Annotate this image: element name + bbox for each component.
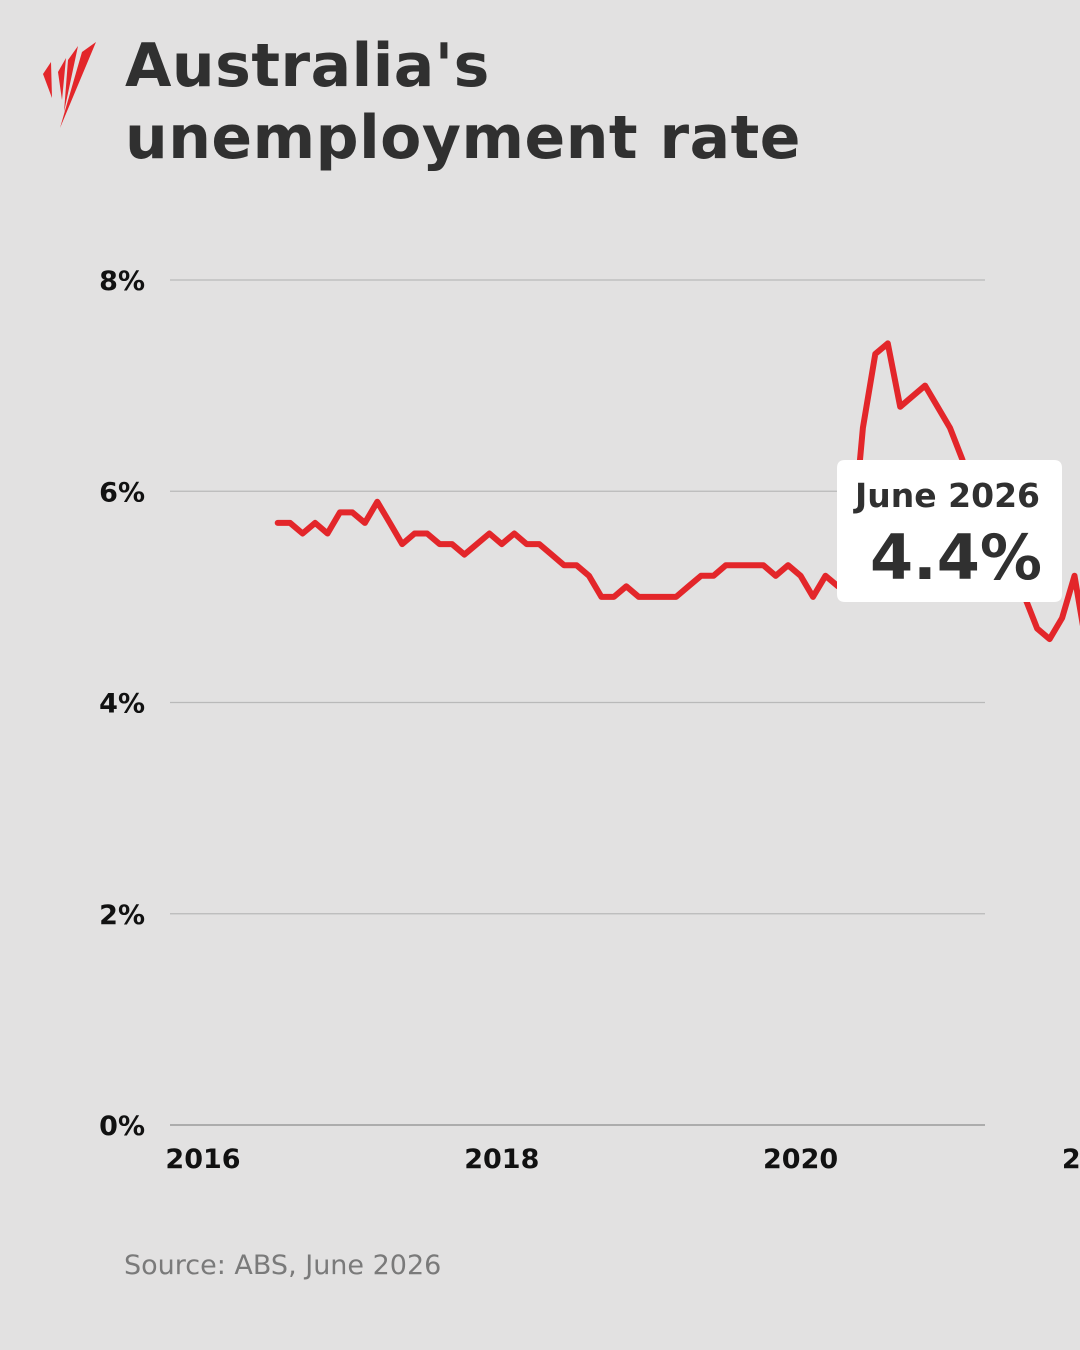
- callout-value-label: 4.4%: [870, 521, 1042, 594]
- data-point-2017-05: [399, 541, 405, 547]
- y-tick-label: 4%: [99, 689, 145, 720]
- data-point-2016-08: [287, 520, 293, 526]
- data-point-2019-04: [686, 583, 692, 589]
- data-point-2021-10: [1059, 615, 1065, 621]
- data-point-2020-10: [910, 393, 916, 399]
- data-point-2020-06: [860, 425, 866, 431]
- data-point-2018-08: [586, 573, 592, 579]
- data-point-2017-09: [449, 541, 455, 547]
- x-axis: 201620182020202220242026: [165, 1144, 1080, 1175]
- data-point-2020-08: [885, 340, 891, 346]
- y-axis: 0% 2% 4% 6% 8%: [99, 266, 145, 1142]
- data-point-2021-11: [1072, 573, 1078, 579]
- data-point-2018-11: [623, 583, 629, 589]
- x-tick-label: 2022: [1062, 1144, 1080, 1175]
- data-point-2018-12: [636, 594, 642, 600]
- callout-box: [837, 460, 1080, 602]
- data-point-2020-11: [922, 383, 928, 389]
- data-point-2020-07: [872, 351, 878, 357]
- y-tick-label: 6%: [99, 477, 145, 508]
- data-point-2020-09: [897, 404, 903, 410]
- title-line-2: unemployment rate: [125, 103, 801, 173]
- data-point-2019-11: [773, 573, 779, 579]
- data-point-2018-10: [611, 594, 617, 600]
- latest-value-callout: June 2026 4.4%: [837, 460, 1080, 602]
- data-point-2017-06: [412, 531, 418, 537]
- data-point-2016-12: [337, 509, 343, 515]
- data-point-2017-10: [461, 552, 467, 558]
- data-point-2019-02: [661, 594, 667, 600]
- data-point-2017-04: [387, 520, 393, 526]
- data-point-2021-08: [1034, 626, 1040, 632]
- data-point-2016-11: [325, 531, 331, 537]
- sbs-news-logo-icon: [43, 42, 96, 128]
- title-line-1: Australia's: [125, 31, 490, 101]
- data-point-2016-10: [312, 520, 318, 526]
- data-point-2017-07: [424, 531, 430, 537]
- x-tick-label: 2020: [763, 1144, 838, 1175]
- source-note: Source: ABS, June 2026: [124, 1250, 442, 1281]
- data-point-2018-03: [524, 541, 530, 547]
- data-point-2019-01: [648, 594, 654, 600]
- data-point-2017-12: [486, 531, 492, 537]
- data-point-2019-10: [760, 562, 766, 568]
- data-point-2019-12: [785, 562, 791, 568]
- data-point-2018-02: [511, 531, 517, 537]
- y-tick-label: 8%: [99, 266, 145, 297]
- data-point-2021-01: [947, 425, 953, 431]
- data-point-2021-09: [1047, 636, 1053, 642]
- y-tick-label: 0%: [99, 1111, 145, 1142]
- y-tick-label: 2%: [99, 900, 145, 931]
- data-point-2017-02: [362, 520, 368, 526]
- data-point-2018-09: [598, 594, 604, 600]
- data-point-2019-05: [698, 573, 704, 579]
- data-point-2018-07: [574, 562, 580, 568]
- data-point-2016-09: [300, 531, 306, 537]
- data-point-2018-04: [536, 541, 542, 547]
- x-tick-label: 2016: [165, 1144, 240, 1175]
- data-point-2017-11: [474, 541, 480, 547]
- data-point-2018-01: [499, 541, 505, 547]
- data-point-2019-06: [710, 573, 716, 579]
- data-point-2019-09: [748, 562, 754, 568]
- data-point-2020-01: [798, 573, 804, 579]
- data-point-2016-07: [275, 520, 281, 526]
- data-point-2017-08: [437, 541, 443, 547]
- data-point-2018-05: [549, 552, 555, 558]
- data-point-2019-07: [723, 562, 729, 568]
- x-tick-label: 2018: [464, 1144, 539, 1175]
- data-point-2020-03: [823, 573, 829, 579]
- gridlines: [170, 279, 985, 1126]
- page-title: Australia's unemployment rate: [125, 30, 1025, 174]
- data-point-2018-06: [561, 562, 567, 568]
- data-point-2017-01: [349, 509, 355, 515]
- data-point-2020-12: [935, 404, 941, 410]
- data-point-2019-08: [735, 562, 741, 568]
- callout-month-label: June 2026: [853, 476, 1040, 515]
- data-point-2020-02: [810, 594, 816, 600]
- data-point-2019-03: [673, 594, 679, 600]
- data-point-2017-03: [374, 499, 380, 505]
